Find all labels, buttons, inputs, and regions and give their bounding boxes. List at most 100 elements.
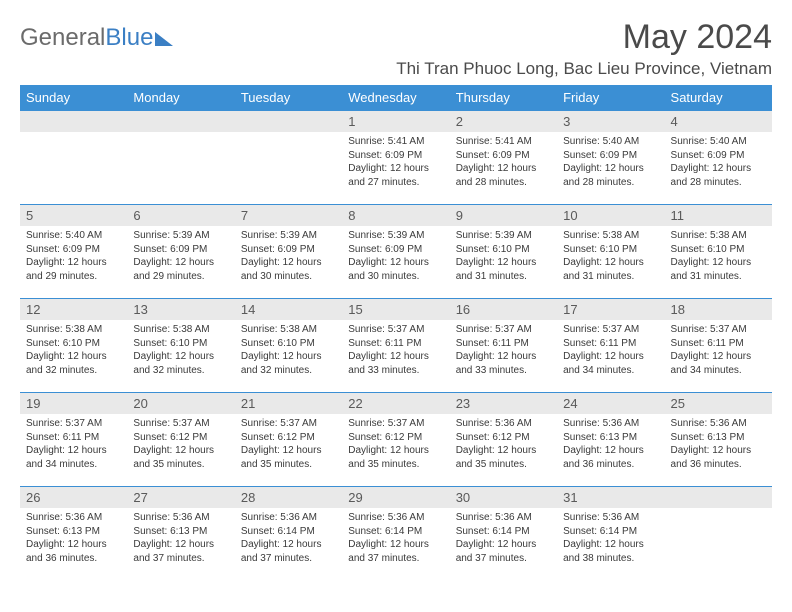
day-number: 10	[557, 205, 664, 226]
day-details: Sunrise: 5:37 AMSunset: 6:12 PMDaylight:…	[127, 414, 234, 475]
day-number: 20	[127, 393, 234, 414]
day-details: Sunrise: 5:41 AMSunset: 6:09 PMDaylight:…	[342, 132, 449, 193]
day-number: 7	[235, 205, 342, 226]
calendar-day-cell: 20Sunrise: 5:37 AMSunset: 6:12 PMDayligh…	[127, 393, 234, 487]
day-details: Sunrise: 5:37 AMSunset: 6:11 PMDaylight:…	[450, 320, 557, 381]
calendar-day-cell: 21Sunrise: 5:37 AMSunset: 6:12 PMDayligh…	[235, 393, 342, 487]
weekday-header: Saturday	[665, 85, 772, 111]
day-details: Sunrise: 5:39 AMSunset: 6:09 PMDaylight:…	[235, 226, 342, 287]
calendar-week-row: 1Sunrise: 5:41 AMSunset: 6:09 PMDaylight…	[20, 111, 772, 205]
day-details: Sunrise: 5:36 AMSunset: 6:13 PMDaylight:…	[665, 414, 772, 475]
calendar-body: 1Sunrise: 5:41 AMSunset: 6:09 PMDaylight…	[20, 111, 772, 581]
day-details: Sunrise: 5:38 AMSunset: 6:10 PMDaylight:…	[557, 226, 664, 287]
calendar-day-cell: 15Sunrise: 5:37 AMSunset: 6:11 PMDayligh…	[342, 299, 449, 393]
day-details: Sunrise: 5:38 AMSunset: 6:10 PMDaylight:…	[20, 320, 127, 381]
calendar-day-cell: 30Sunrise: 5:36 AMSunset: 6:14 PMDayligh…	[450, 487, 557, 581]
calendar-table: SundayMondayTuesdayWednesdayThursdayFrid…	[20, 85, 772, 581]
day-details: Sunrise: 5:39 AMSunset: 6:10 PMDaylight:…	[450, 226, 557, 287]
day-details: Sunrise: 5:38 AMSunset: 6:10 PMDaylight:…	[665, 226, 772, 287]
day-number: 22	[342, 393, 449, 414]
day-details: Sunrise: 5:40 AMSunset: 6:09 PMDaylight:…	[20, 226, 127, 287]
day-number: 3	[557, 111, 664, 132]
day-number-empty	[235, 111, 342, 132]
day-details: Sunrise: 5:37 AMSunset: 6:11 PMDaylight:…	[665, 320, 772, 381]
calendar-day-cell: 12Sunrise: 5:38 AMSunset: 6:10 PMDayligh…	[20, 299, 127, 393]
calendar-day-cell: 25Sunrise: 5:36 AMSunset: 6:13 PMDayligh…	[665, 393, 772, 487]
logo-text-1: General	[20, 24, 105, 52]
day-number: 2	[450, 111, 557, 132]
day-number: 6	[127, 205, 234, 226]
day-number-empty	[20, 111, 127, 132]
weekday-header: Sunday	[20, 85, 127, 111]
calendar-day-cell: 27Sunrise: 5:36 AMSunset: 6:13 PMDayligh…	[127, 487, 234, 581]
month-title: May 2024	[396, 18, 772, 57]
weekday-header: Tuesday	[235, 85, 342, 111]
day-details: Sunrise: 5:37 AMSunset: 6:12 PMDaylight:…	[235, 414, 342, 475]
header: GeneralBlue May 2024 Thi Tran Phuoc Long…	[20, 18, 772, 79]
weekday-header: Thursday	[450, 85, 557, 111]
location-text: Thi Tran Phuoc Long, Bac Lieu Province, …	[396, 59, 772, 79]
day-details: Sunrise: 5:38 AMSunset: 6:10 PMDaylight:…	[235, 320, 342, 381]
day-details: Sunrise: 5:36 AMSunset: 6:14 PMDaylight:…	[235, 508, 342, 569]
calendar-week-row: 5Sunrise: 5:40 AMSunset: 6:09 PMDaylight…	[20, 205, 772, 299]
calendar-day-cell: 22Sunrise: 5:37 AMSunset: 6:12 PMDayligh…	[342, 393, 449, 487]
day-number: 17	[557, 299, 664, 320]
calendar-day-cell	[235, 111, 342, 205]
day-number: 27	[127, 487, 234, 508]
weekday-header: Monday	[127, 85, 234, 111]
calendar-week-row: 26Sunrise: 5:36 AMSunset: 6:13 PMDayligh…	[20, 487, 772, 581]
title-block: May 2024 Thi Tran Phuoc Long, Bac Lieu P…	[396, 18, 772, 79]
calendar-day-cell: 14Sunrise: 5:38 AMSunset: 6:10 PMDayligh…	[235, 299, 342, 393]
day-details: Sunrise: 5:36 AMSunset: 6:13 PMDaylight:…	[20, 508, 127, 569]
day-details: Sunrise: 5:36 AMSunset: 6:12 PMDaylight:…	[450, 414, 557, 475]
day-details: Sunrise: 5:39 AMSunset: 6:09 PMDaylight:…	[127, 226, 234, 287]
day-number: 28	[235, 487, 342, 508]
logo-text-2: Blue	[105, 24, 153, 52]
day-number: 16	[450, 299, 557, 320]
weekday-header: Friday	[557, 85, 664, 111]
day-details: Sunrise: 5:41 AMSunset: 6:09 PMDaylight:…	[450, 132, 557, 193]
calendar-day-cell: 23Sunrise: 5:36 AMSunset: 6:12 PMDayligh…	[450, 393, 557, 487]
calendar-day-cell	[20, 111, 127, 205]
calendar-day-cell: 19Sunrise: 5:37 AMSunset: 6:11 PMDayligh…	[20, 393, 127, 487]
logo: GeneralBlue	[20, 18, 173, 52]
day-details: Sunrise: 5:37 AMSunset: 6:11 PMDaylight:…	[342, 320, 449, 381]
calendar-week-row: 12Sunrise: 5:38 AMSunset: 6:10 PMDayligh…	[20, 299, 772, 393]
calendar-day-cell: 17Sunrise: 5:37 AMSunset: 6:11 PMDayligh…	[557, 299, 664, 393]
day-number: 30	[450, 487, 557, 508]
day-details: Sunrise: 5:37 AMSunset: 6:11 PMDaylight:…	[20, 414, 127, 475]
day-number: 23	[450, 393, 557, 414]
day-number: 24	[557, 393, 664, 414]
calendar-day-cell	[127, 111, 234, 205]
day-number: 18	[665, 299, 772, 320]
calendar-day-cell: 4Sunrise: 5:40 AMSunset: 6:09 PMDaylight…	[665, 111, 772, 205]
day-number: 26	[20, 487, 127, 508]
calendar-day-cell: 2Sunrise: 5:41 AMSunset: 6:09 PMDaylight…	[450, 111, 557, 205]
day-number: 8	[342, 205, 449, 226]
day-details: Sunrise: 5:40 AMSunset: 6:09 PMDaylight:…	[557, 132, 664, 193]
calendar-day-cell: 28Sunrise: 5:36 AMSunset: 6:14 PMDayligh…	[235, 487, 342, 581]
day-details: Sunrise: 5:37 AMSunset: 6:11 PMDaylight:…	[557, 320, 664, 381]
day-number: 13	[127, 299, 234, 320]
day-details: Sunrise: 5:39 AMSunset: 6:09 PMDaylight:…	[342, 226, 449, 287]
day-number-empty	[127, 111, 234, 132]
logo-icon	[155, 32, 173, 46]
calendar-day-cell: 6Sunrise: 5:39 AMSunset: 6:09 PMDaylight…	[127, 205, 234, 299]
weekday-header: Wednesday	[342, 85, 449, 111]
calendar-day-cell: 1Sunrise: 5:41 AMSunset: 6:09 PMDaylight…	[342, 111, 449, 205]
calendar-day-cell: 26Sunrise: 5:36 AMSunset: 6:13 PMDayligh…	[20, 487, 127, 581]
calendar-day-cell: 24Sunrise: 5:36 AMSunset: 6:13 PMDayligh…	[557, 393, 664, 487]
calendar-day-cell	[665, 487, 772, 581]
day-number: 12	[20, 299, 127, 320]
calendar-day-cell: 31Sunrise: 5:36 AMSunset: 6:14 PMDayligh…	[557, 487, 664, 581]
calendar-day-cell: 13Sunrise: 5:38 AMSunset: 6:10 PMDayligh…	[127, 299, 234, 393]
day-details: Sunrise: 5:36 AMSunset: 6:13 PMDaylight:…	[557, 414, 664, 475]
day-details: Sunrise: 5:40 AMSunset: 6:09 PMDaylight:…	[665, 132, 772, 193]
calendar-day-cell: 3Sunrise: 5:40 AMSunset: 6:09 PMDaylight…	[557, 111, 664, 205]
day-number: 15	[342, 299, 449, 320]
day-number: 31	[557, 487, 664, 508]
day-details: Sunrise: 5:37 AMSunset: 6:12 PMDaylight:…	[342, 414, 449, 475]
day-details: Sunrise: 5:36 AMSunset: 6:14 PMDaylight:…	[342, 508, 449, 569]
calendar-day-cell: 10Sunrise: 5:38 AMSunset: 6:10 PMDayligh…	[557, 205, 664, 299]
day-number: 1	[342, 111, 449, 132]
